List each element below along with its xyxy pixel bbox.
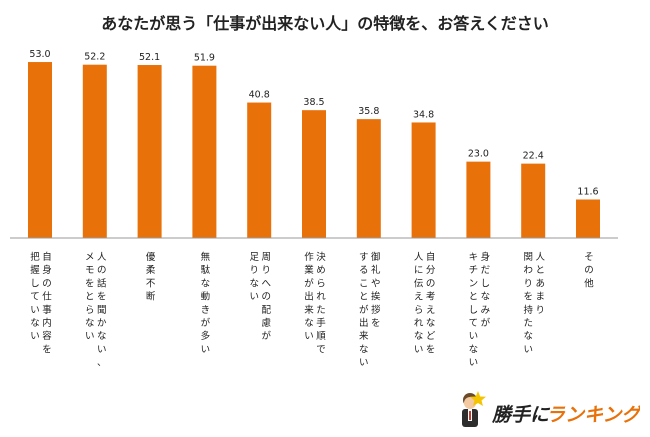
category-label-2-line-2: メモをとらない	[85, 252, 95, 342]
logo-text-accent: ランキング	[546, 404, 640, 426]
value-label-10: 22.4	[523, 151, 544, 162]
category-label-9-line-2: キチンとしていない	[469, 252, 479, 369]
bar-1	[28, 62, 52, 238]
bar-3	[137, 65, 162, 238]
mascot-icon	[462, 393, 478, 427]
bars-group	[28, 62, 600, 238]
value-label-7: 35.8	[358, 106, 379, 117]
value-label-11: 11.6	[577, 186, 598, 197]
category-label-10-line-2: 関わりを持たない	[523, 252, 533, 355]
chart-title: あなたが思う「仕事が出来ない人」の特徴を、お答えください	[101, 14, 549, 33]
value-label-2: 52.2	[84, 52, 105, 63]
category-label-7-line-2: することが出来ない	[359, 252, 369, 369]
category-label-3-line-1: 優柔不断	[146, 251, 156, 303]
bar-2	[82, 64, 107, 238]
star-icon	[470, 391, 486, 406]
value-label-5: 40.8	[249, 90, 270, 101]
bar-7	[356, 119, 381, 238]
bar-9	[466, 161, 491, 238]
category-label-8-line-1: 自分の考えなどを	[426, 251, 436, 355]
category-label-5-line-1: 周りへの配慮が	[261, 252, 271, 342]
category-label-4-line-1: 無駄な動きが多い	[201, 251, 211, 355]
category-label-6-line-1: 決められた手順で	[316, 251, 326, 355]
value-label-9: 23.0	[468, 149, 489, 160]
ranking-logo: 勝手に ランキング	[462, 391, 640, 427]
category-label-10-line-1: 人とあまり	[535, 252, 545, 316]
logo-text-main: 勝手に	[491, 404, 551, 426]
bar-5	[247, 102, 272, 238]
category-label-1-line-2: 把握していない	[30, 251, 40, 342]
bar-4	[192, 65, 217, 238]
value-label-8: 34.8	[413, 109, 434, 120]
value-label-6: 38.5	[303, 97, 324, 108]
bar-6	[302, 110, 326, 238]
value-label-3: 52.1	[139, 52, 160, 63]
bar-8	[411, 122, 436, 238]
bar-11	[576, 199, 600, 238]
category-label-2-line-1: 人の話を聞かない、	[97, 252, 107, 369]
category-label-1-line-1: 自身の仕事内容を	[42, 251, 52, 355]
category-label-7-line-1: 御礼や挨拶を	[371, 251, 381, 329]
bar-10	[521, 163, 546, 238]
category-label-9-line-1: 身だしなみが	[481, 251, 491, 329]
category-label-11-line-1: その他	[584, 252, 594, 289]
category-label-8-line-2: 人に伝えられない	[414, 252, 424, 355]
category-label-6-line-2: 作業が出来ない	[304, 251, 314, 342]
value-label-4: 51.9	[194, 53, 215, 64]
value-labels-group: 53.0 52.2 52.1 51.9 40.8 38.5 35.8 34.8 23.0 22.4…	[29, 49, 598, 197]
value-label-1: 53.0	[29, 49, 50, 60]
category-label-5-line-2: 足りない	[249, 252, 259, 303]
